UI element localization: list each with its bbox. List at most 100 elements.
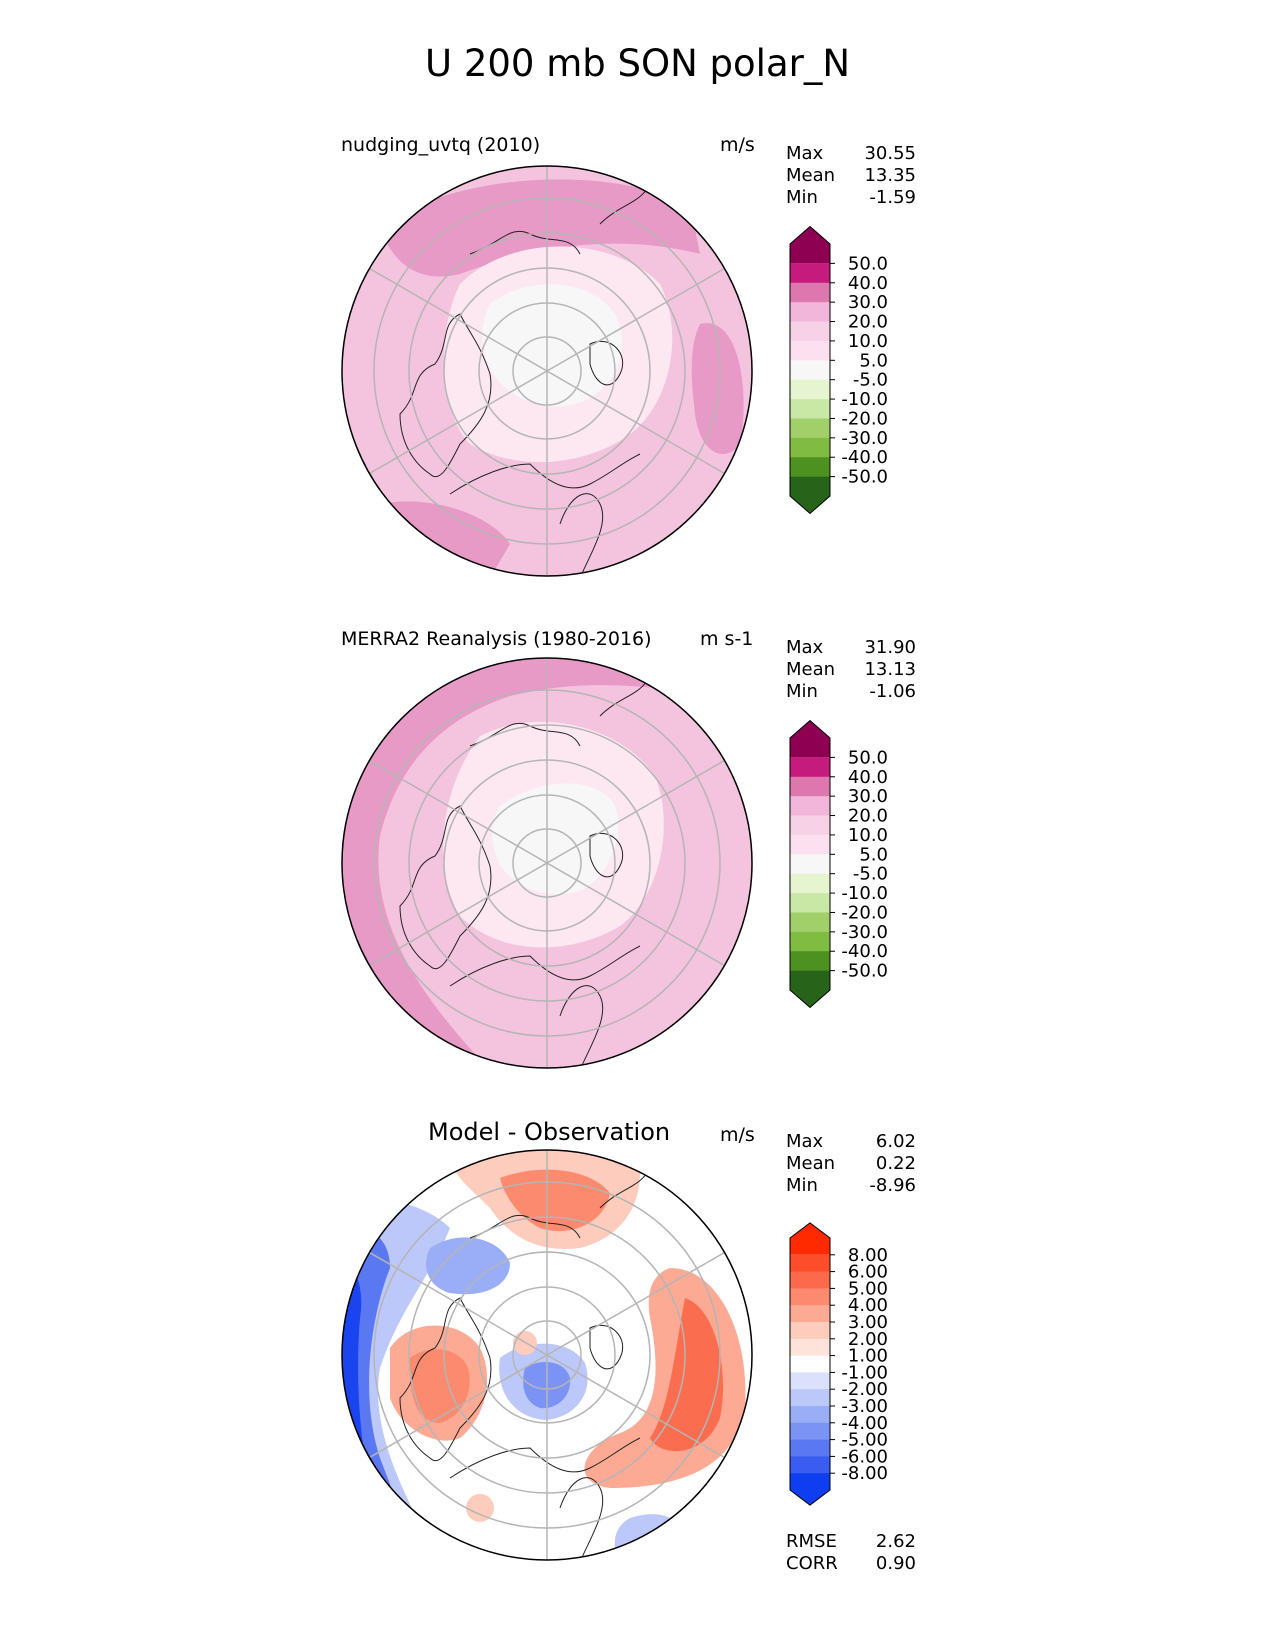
panel-1-map xyxy=(341,165,753,577)
map-border xyxy=(341,1149,753,1561)
colorbar-swatch xyxy=(790,970,830,1008)
colorbar-swatch xyxy=(790,1406,830,1424)
map-border xyxy=(341,657,753,1069)
colorbar-swatch xyxy=(790,1389,830,1407)
colorbar-tick-label: -1.00 xyxy=(841,1362,888,1383)
colorbar-swatch xyxy=(790,360,830,381)
colorbar-swatch xyxy=(790,776,830,797)
coastline xyxy=(399,313,492,477)
stat-value: 6.02 xyxy=(875,1131,916,1152)
colorbar-swatch xyxy=(790,1456,830,1474)
coastline xyxy=(559,493,604,576)
stat-name: Mean xyxy=(786,1153,836,1174)
colorbar-swatch xyxy=(790,282,830,303)
figure-title: U 200 mb SON polar_N xyxy=(424,42,851,85)
stat-name: Min xyxy=(786,681,818,702)
stat-name: Mean xyxy=(786,659,836,680)
coastline xyxy=(559,985,604,1068)
coastline xyxy=(589,340,624,386)
colorbar-tick-label: 5.00 xyxy=(848,1278,888,1299)
stat-name: Min xyxy=(786,187,818,208)
colorbar-tick-label: 5.0 xyxy=(859,844,888,865)
panel-3-extra-stats: RMSE 2.62 CORR 0.90 xyxy=(786,1531,916,1575)
colorbar-tick-label: -50.0 xyxy=(841,961,888,982)
colorbar-swatch xyxy=(790,1355,830,1373)
colorbar-tick-label: 50.0 xyxy=(848,747,888,768)
stat-name: RMSE xyxy=(786,1531,837,1552)
colorbar-tick-label: -6.00 xyxy=(841,1446,888,1467)
coastline xyxy=(449,1437,641,1479)
stat-value: 2.62 xyxy=(875,1531,916,1552)
colorbar-swatch xyxy=(790,302,830,323)
colorbar-swatch xyxy=(790,815,830,836)
panel-3-title: Model - Observation xyxy=(428,1118,671,1146)
panel-3-units: m/s xyxy=(720,1124,755,1146)
map-border xyxy=(341,165,753,577)
colorbar-swatch xyxy=(790,1338,830,1357)
stat-name: Max xyxy=(786,143,824,164)
colorbar-swatch xyxy=(790,1254,830,1273)
colorbar-tick-label: 5.0 xyxy=(859,350,888,371)
colorbar-swatch xyxy=(790,931,830,952)
stat-value: 0.22 xyxy=(875,1153,916,1174)
field-region xyxy=(409,1349,470,1423)
colorbar-tick-label: -40.0 xyxy=(841,941,888,962)
colorbar-swatch xyxy=(790,854,830,875)
colorbar-tick-label: -20.0 xyxy=(841,902,888,923)
stat-value: -1.59 xyxy=(869,187,916,208)
colorbar-swatch xyxy=(790,457,830,478)
colorbar-swatch xyxy=(790,1439,830,1457)
stat-name: Max xyxy=(786,1131,824,1152)
field-region xyxy=(614,1514,690,1560)
colorbar-swatch xyxy=(790,757,830,778)
colorbar-swatch xyxy=(790,340,830,361)
colorbar-tick-label: 1.00 xyxy=(848,1346,888,1367)
colorbar-tick-label: -10.0 xyxy=(841,389,888,410)
meridian-line xyxy=(369,759,725,967)
colorbar-swatch xyxy=(790,476,830,514)
colorbar-outline xyxy=(789,719,831,1009)
colorbar-swatch xyxy=(790,379,830,400)
colorbar-tick-label: 40.0 xyxy=(848,273,888,294)
colorbar-swatch xyxy=(790,418,830,439)
colorbar-tick-label: 2.00 xyxy=(848,1329,888,1350)
colorbar-tick-label: 3.00 xyxy=(848,1312,888,1333)
field-region xyxy=(482,284,623,407)
coastline xyxy=(559,1477,604,1560)
colorbar-tick-label: -50.0 xyxy=(841,467,888,488)
panel-3-stats: Max 6.02 Mean 0.22 Min -8.96 xyxy=(786,1131,916,1197)
stat-value: -8.96 xyxy=(869,1175,916,1196)
colorbar-swatch xyxy=(790,1372,830,1390)
meridian-line xyxy=(369,1251,725,1459)
colorbar-tick-label: -4.00 xyxy=(841,1413,888,1434)
panel-1-stats: Max 30.55 Mean 13.35 Min -1.59 xyxy=(786,143,916,209)
colorbar-swatch xyxy=(790,796,830,817)
colorbar-swatch xyxy=(790,1473,830,1506)
colorbar-swatch xyxy=(790,437,830,458)
colorbar-tick-label: -8.00 xyxy=(841,1463,888,1484)
field-region xyxy=(466,1494,494,1522)
colorbar-tick-label: 10.0 xyxy=(848,825,888,846)
colorbar-swatch xyxy=(790,1288,830,1306)
panel-3-colorbar: 8.006.005.004.003.002.001.00-1.00-2.00-3… xyxy=(789,1222,888,1506)
colorbar-outline xyxy=(789,225,831,515)
colorbar-tick-label: -2.00 xyxy=(841,1379,888,1400)
panel-1-colorbar: 50.040.030.020.010.05.0-5.0-10.0-20.0-30… xyxy=(789,225,888,515)
panel-1-units: m/s xyxy=(720,134,755,156)
colorbar-swatch xyxy=(790,1322,830,1340)
colorbar-swatch xyxy=(790,951,830,972)
field-region xyxy=(650,1298,724,1452)
field-region xyxy=(492,783,619,895)
colorbar-swatch xyxy=(790,873,830,894)
colorbar-tick-label: -5.0 xyxy=(853,370,888,391)
stat-value: -1.06 xyxy=(869,681,916,702)
colorbar-tick-label: -5.00 xyxy=(841,1430,888,1451)
colorbar-swatch xyxy=(790,1222,830,1255)
colorbar-swatch xyxy=(790,321,830,342)
panel-2-stats: Max 31.90 Mean 13.13 Min -1.06 xyxy=(786,637,916,703)
colorbar-tick-label: -3.00 xyxy=(841,1396,888,1417)
colorbar-swatch xyxy=(790,1305,830,1323)
panel-2-map xyxy=(341,657,753,1069)
colorbar-swatch xyxy=(790,1271,830,1289)
colorbar-tick-label: -5.0 xyxy=(853,864,888,885)
